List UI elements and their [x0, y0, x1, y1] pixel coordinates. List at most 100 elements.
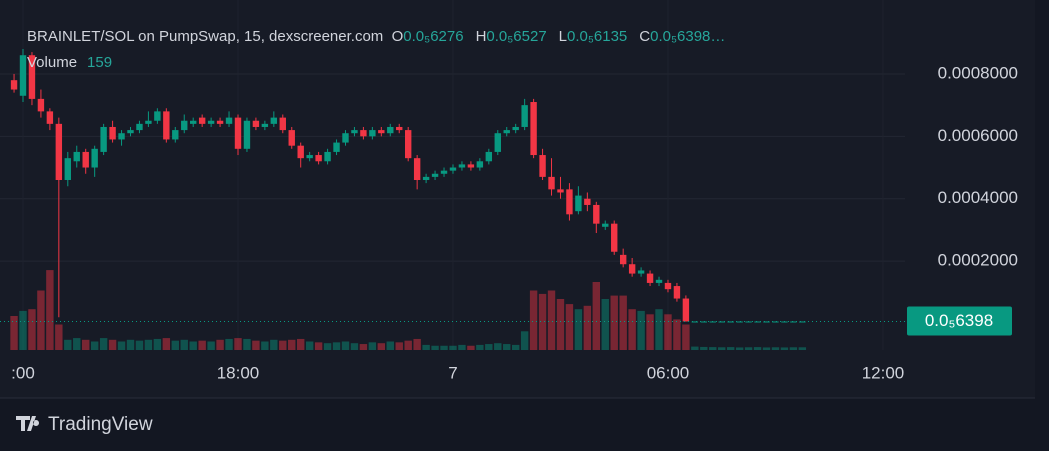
- candle-body: [109, 126, 116, 140]
- price-tag-label: 0.0₅6398: [925, 311, 993, 330]
- candle-body: [413, 158, 421, 180]
- volume-bar: [700, 346, 708, 350]
- candle-body: [181, 120, 188, 131]
- volume-bar: [529, 290, 538, 350]
- volume-bar: [37, 290, 45, 350]
- candle-body: [270, 117, 278, 124]
- volume-bar: [55, 324, 63, 350]
- candle-body: [127, 130, 134, 134]
- volume-bar: [377, 343, 386, 350]
- volume-bar: [610, 295, 618, 350]
- candle-body: [503, 130, 510, 134]
- candle-body: [512, 126, 519, 131]
- volume-bar: [243, 338, 251, 350]
- volume-bar: [28, 309, 36, 350]
- volume-bar: [753, 347, 762, 350]
- volume-bar: [261, 341, 269, 350]
- volume-bar: [64, 339, 72, 350]
- candle-body: [655, 279, 663, 283]
- title: BRAINLET/SOL on PumpSwap, 15, dexscreene…: [27, 28, 384, 45]
- volume-bar: [601, 299, 609, 350]
- volume-bar: [798, 347, 807, 350]
- candle-body: [145, 120, 152, 124]
- y-tick-label: 0.0008000: [938, 63, 1018, 82]
- candle-body: [333, 142, 340, 152]
- candle-body: [646, 273, 654, 283]
- volume-bar: [485, 344, 493, 350]
- volume-bar: [404, 340, 412, 350]
- candle-body: [476, 161, 484, 168]
- volume-bar: [386, 341, 394, 350]
- ohlc-value: 0.0₅6135: [567, 28, 628, 45]
- candle-body: [458, 164, 466, 168]
- volume-bar: [735, 347, 744, 350]
- x-tick-label: 7: [448, 363, 457, 382]
- candle-body: [297, 145, 304, 159]
- volume-bar: [476, 344, 484, 350]
- candle-body: [718, 321, 725, 323]
- candle-body: [243, 120, 251, 149]
- volume-value: 159: [87, 54, 113, 71]
- volume-bar: [538, 293, 547, 350]
- volume-bar: [556, 299, 565, 350]
- volume-bar: [225, 338, 233, 350]
- volume-bar: [709, 347, 717, 350]
- volume-bar: [520, 331, 529, 350]
- candle-body: [790, 321, 797, 323]
- candle-body: [637, 270, 645, 274]
- candle-body: [664, 282, 672, 290]
- volume-bar: [207, 341, 215, 350]
- ohlc-label: L: [558, 28, 568, 45]
- candle-body: [10, 80, 18, 90]
- candle-body: [315, 155, 322, 162]
- candle-body: [136, 123, 143, 131]
- ohlc-value: 0.0₅6527: [486, 28, 547, 45]
- candles: [10, 48, 807, 350]
- candle-body: [82, 151, 89, 168]
- volume-bar: [46, 270, 54, 350]
- ohlc-label: H: [475, 28, 487, 45]
- candle-body: [225, 117, 233, 124]
- candle-body: [700, 321, 708, 323]
- candle-body: [593, 204, 600, 224]
- candle-body: [611, 223, 618, 252]
- candle-body: [485, 151, 493, 162]
- volume-bar: [449, 345, 457, 350]
- volume-bar: [189, 341, 197, 350]
- volume-bar: [314, 342, 323, 350]
- candle-body: [449, 167, 457, 171]
- volume-bar: [126, 339, 135, 350]
- candle-body: [288, 130, 295, 146]
- volume-bar: [270, 339, 278, 350]
- volume-bar: [288, 339, 296, 350]
- candle-body: [467, 164, 475, 168]
- volume-bar: [431, 345, 439, 350]
- candle-body: [566, 189, 573, 215]
- volume-bar: [646, 314, 654, 350]
- volume-bar: [108, 339, 117, 350]
- ohlc: O0.0₅6276 H0.0₅6527 L0.0₅6135 C0.0₅6398…: [392, 28, 738, 45]
- candle-body: [440, 170, 448, 174]
- candle-body: [396, 126, 403, 131]
- candle-body: [539, 155, 546, 177]
- volume-bar: [771, 347, 780, 350]
- candle-body: [548, 176, 555, 190]
- volume-bar: [99, 338, 108, 350]
- candle-body: [530, 102, 537, 156]
- candle-body: [602, 223, 609, 227]
- ohlc-label: O: [391, 28, 404, 45]
- price-tag: [907, 306, 1012, 336]
- candle-body: [494, 133, 501, 152]
- volume-bar: [73, 338, 81, 350]
- candle-body: [342, 133, 349, 143]
- candle-body: [19, 55, 27, 96]
- candle-body: [55, 123, 63, 180]
- header: BRAINLET/SOL on PumpSwap, 15, dexscreene…: [27, 28, 737, 45]
- candle-body: [799, 321, 806, 323]
- volume-bar: [664, 314, 672, 350]
- candle-body: [351, 130, 358, 134]
- candle-body: [306, 155, 313, 159]
- candle-body: [378, 130, 385, 134]
- candle-body: [46, 111, 54, 124]
